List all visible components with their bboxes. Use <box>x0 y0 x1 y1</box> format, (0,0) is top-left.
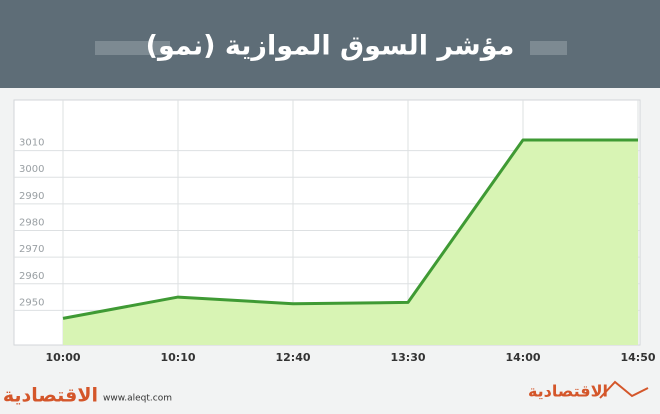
x-tick-label: 14:00 <box>505 351 540 364</box>
y-tick-label: 3010 <box>19 138 44 149</box>
website: www.aleqt.com <box>103 394 172 404</box>
x-tick-label: 12:40 <box>275 351 310 364</box>
chart-title: مؤشر السوق الموازية (نمو) <box>146 31 515 62</box>
x-tick-label: 13:30 <box>390 351 425 364</box>
logo-decoration <box>599 380 649 399</box>
x-tick-label: 10:00 <box>45 351 80 364</box>
y-tick-label: 3000 <box>19 164 44 175</box>
x-tick-label: 10:10 <box>160 351 195 364</box>
y-tick-label: 2960 <box>19 271 44 282</box>
logo-left: الاقتصادية <box>3 385 98 407</box>
y-tick-label: 2990 <box>19 191 44 202</box>
y-tick-label: 2970 <box>19 244 44 255</box>
x-tick-label: 14:50 <box>620 351 655 364</box>
line <box>62 138 638 320</box>
area <box>63 139 638 345</box>
title-back <box>170 22 530 72</box>
y-tick-label: 2950 <box>19 297 44 308</box>
logo-right: الاقتصادية <box>528 382 608 401</box>
y-tick-label: 2980 <box>19 217 44 228</box>
